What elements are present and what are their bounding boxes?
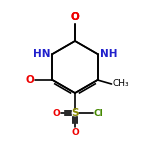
Text: O: O: [52, 108, 60, 117]
Text: HN: HN: [33, 49, 50, 59]
Text: NH: NH: [99, 49, 117, 59]
Text: Cl: Cl: [94, 108, 104, 117]
Text: O: O: [71, 128, 79, 137]
Text: CH₃: CH₃: [113, 79, 129, 88]
Text: O: O: [25, 75, 34, 85]
Text: O: O: [71, 12, 79, 22]
Text: O: O: [71, 12, 79, 22]
Text: S: S: [71, 108, 79, 118]
